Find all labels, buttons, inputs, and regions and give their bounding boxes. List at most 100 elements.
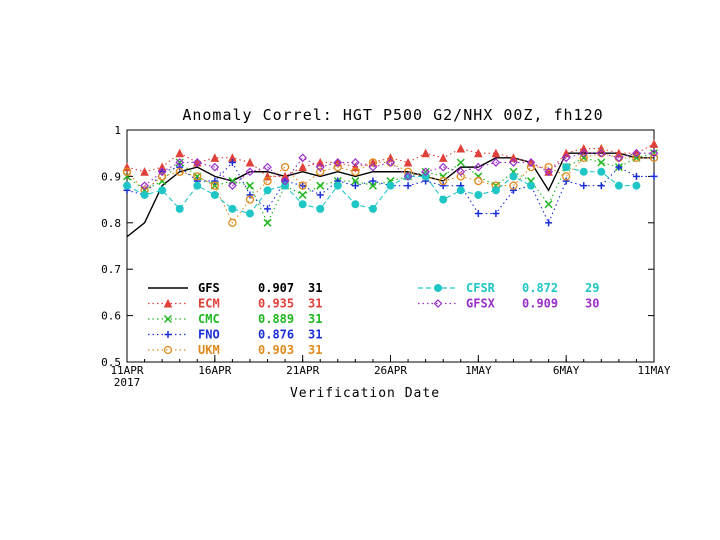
ecm-point <box>438 153 448 162</box>
x-tick-label: 11MAY <box>637 364 670 377</box>
legend-count-fno: 31 <box>308 328 322 342</box>
gfsx-point <box>421 167 430 177</box>
fno-point <box>632 172 640 180</box>
fno-point <box>509 186 517 194</box>
legend-count-ukm: 31 <box>308 343 322 357</box>
fno-point <box>580 182 588 190</box>
ecm-point <box>491 148 501 158</box>
y-tick-label: 0.5 <box>101 356 121 369</box>
legend-marker-cfsr <box>434 284 442 292</box>
x-tick-label: 1MAY <box>465 364 492 377</box>
ukm-point <box>228 218 237 227</box>
legend-count-gfs: 31 <box>308 281 322 295</box>
cmc-point-stroke <box>245 181 254 190</box>
ukm-point <box>263 176 272 186</box>
ecm-point <box>175 148 185 158</box>
ukm-point <box>316 167 325 176</box>
legend-entry-gfs: GFS 0.907 31 <box>148 281 322 295</box>
gfsx-point <box>386 158 395 167</box>
legend-entry-fno: FNO 0.876 31 <box>148 328 322 342</box>
cfsr-point <box>597 167 606 176</box>
cmc-point-stroke <box>351 177 360 186</box>
cmc-point-stroke <box>597 158 606 167</box>
cfsr-point <box>175 204 184 213</box>
ukm-point <box>509 181 518 190</box>
y-tick-label: 1 <box>114 124 121 137</box>
cfsr-point <box>509 172 518 181</box>
fno-point <box>351 182 359 190</box>
legend-marker-ukm <box>163 345 173 355</box>
cmc-point <box>456 158 465 167</box>
ecm-point <box>315 157 325 167</box>
legend-count-cmc: 31 <box>308 312 322 326</box>
cmc-point <box>368 181 377 190</box>
series-gfsx <box>140 148 659 191</box>
ecm-point <box>579 143 589 153</box>
gfsx-point <box>438 162 448 172</box>
gfsx-point <box>333 158 343 167</box>
ecm-point <box>421 148 430 158</box>
ecm-point <box>649 139 659 148</box>
gfsx-point <box>280 176 290 186</box>
fno-point <box>246 191 254 199</box>
cfsr-point <box>158 186 167 195</box>
cfsr-point <box>351 200 360 209</box>
ukm-point <box>280 162 290 172</box>
fno-point <box>158 168 166 176</box>
cmc-point <box>263 218 272 227</box>
legend-entry-ukm: UKM 0.903 31 <box>148 343 322 357</box>
cfsr-point <box>228 204 237 213</box>
cfsr-point <box>632 181 641 190</box>
cmc-point <box>245 181 254 190</box>
legend-count-cfsr: 29 <box>585 281 599 295</box>
cfsr-point <box>579 167 588 176</box>
legend-entry-cmc: CMC 0.889 31 <box>148 312 322 326</box>
gfsx-point <box>298 153 308 163</box>
x-axis-label: Verification Date <box>290 386 440 401</box>
legend-name-cfsr: CFSR <box>466 281 496 295</box>
legend-name-ukm: UKM <box>198 343 220 357</box>
fno-point <box>650 172 658 180</box>
gfsx-point <box>140 181 149 191</box>
legend-marker-fno <box>164 331 172 338</box>
cfsr-point <box>614 181 623 190</box>
ukm-point <box>439 176 448 186</box>
x-tick-label: 16APR <box>198 364 231 377</box>
cfsr-point <box>386 181 395 190</box>
cfsr-point <box>193 181 202 190</box>
gfsx-point <box>561 153 571 163</box>
cfsr-point <box>368 204 377 213</box>
gfsx-point <box>632 148 641 158</box>
cmc-point-stroke <box>263 218 272 227</box>
ukm-point <box>175 167 184 176</box>
x-tick-label: 6MAY <box>553 364 580 377</box>
gfsx-point <box>473 162 483 172</box>
legend-name-gfsx: GFSX <box>466 297 496 311</box>
cfsr-point <box>210 190 219 199</box>
x-tick-sublabel: 2017 <box>114 376 141 389</box>
cmc-point-stroke <box>544 200 553 209</box>
legend-name-fno: FNO <box>198 328 220 342</box>
legend-entry-cfsr: CFSR 0.872 29 <box>418 281 599 295</box>
ukm-line <box>126 152 654 224</box>
ukm-point <box>157 172 167 181</box>
cfsr-point <box>439 195 448 204</box>
ecm-point <box>298 162 307 172</box>
ukm-point <box>351 167 360 176</box>
cmc-point <box>544 200 553 209</box>
gfsx-point <box>315 162 325 172</box>
cmc-point <box>316 181 325 190</box>
fno-point <box>369 177 377 185</box>
cfsr-point <box>456 186 465 195</box>
fno-point <box>404 182 412 190</box>
cfsr-point <box>491 186 500 195</box>
ukm-point <box>298 181 307 190</box>
legend-entry-ecm: ECM 0.935 31 <box>148 297 322 311</box>
legend-mean-ukm: 0.903 <box>258 343 294 357</box>
x-tick-label: 11APR <box>110 364 143 377</box>
legend-name-gfs: GFS <box>198 281 220 295</box>
cfsr-point <box>316 204 325 213</box>
fno-point <box>545 219 553 227</box>
legend-marker-cmc <box>163 314 173 324</box>
